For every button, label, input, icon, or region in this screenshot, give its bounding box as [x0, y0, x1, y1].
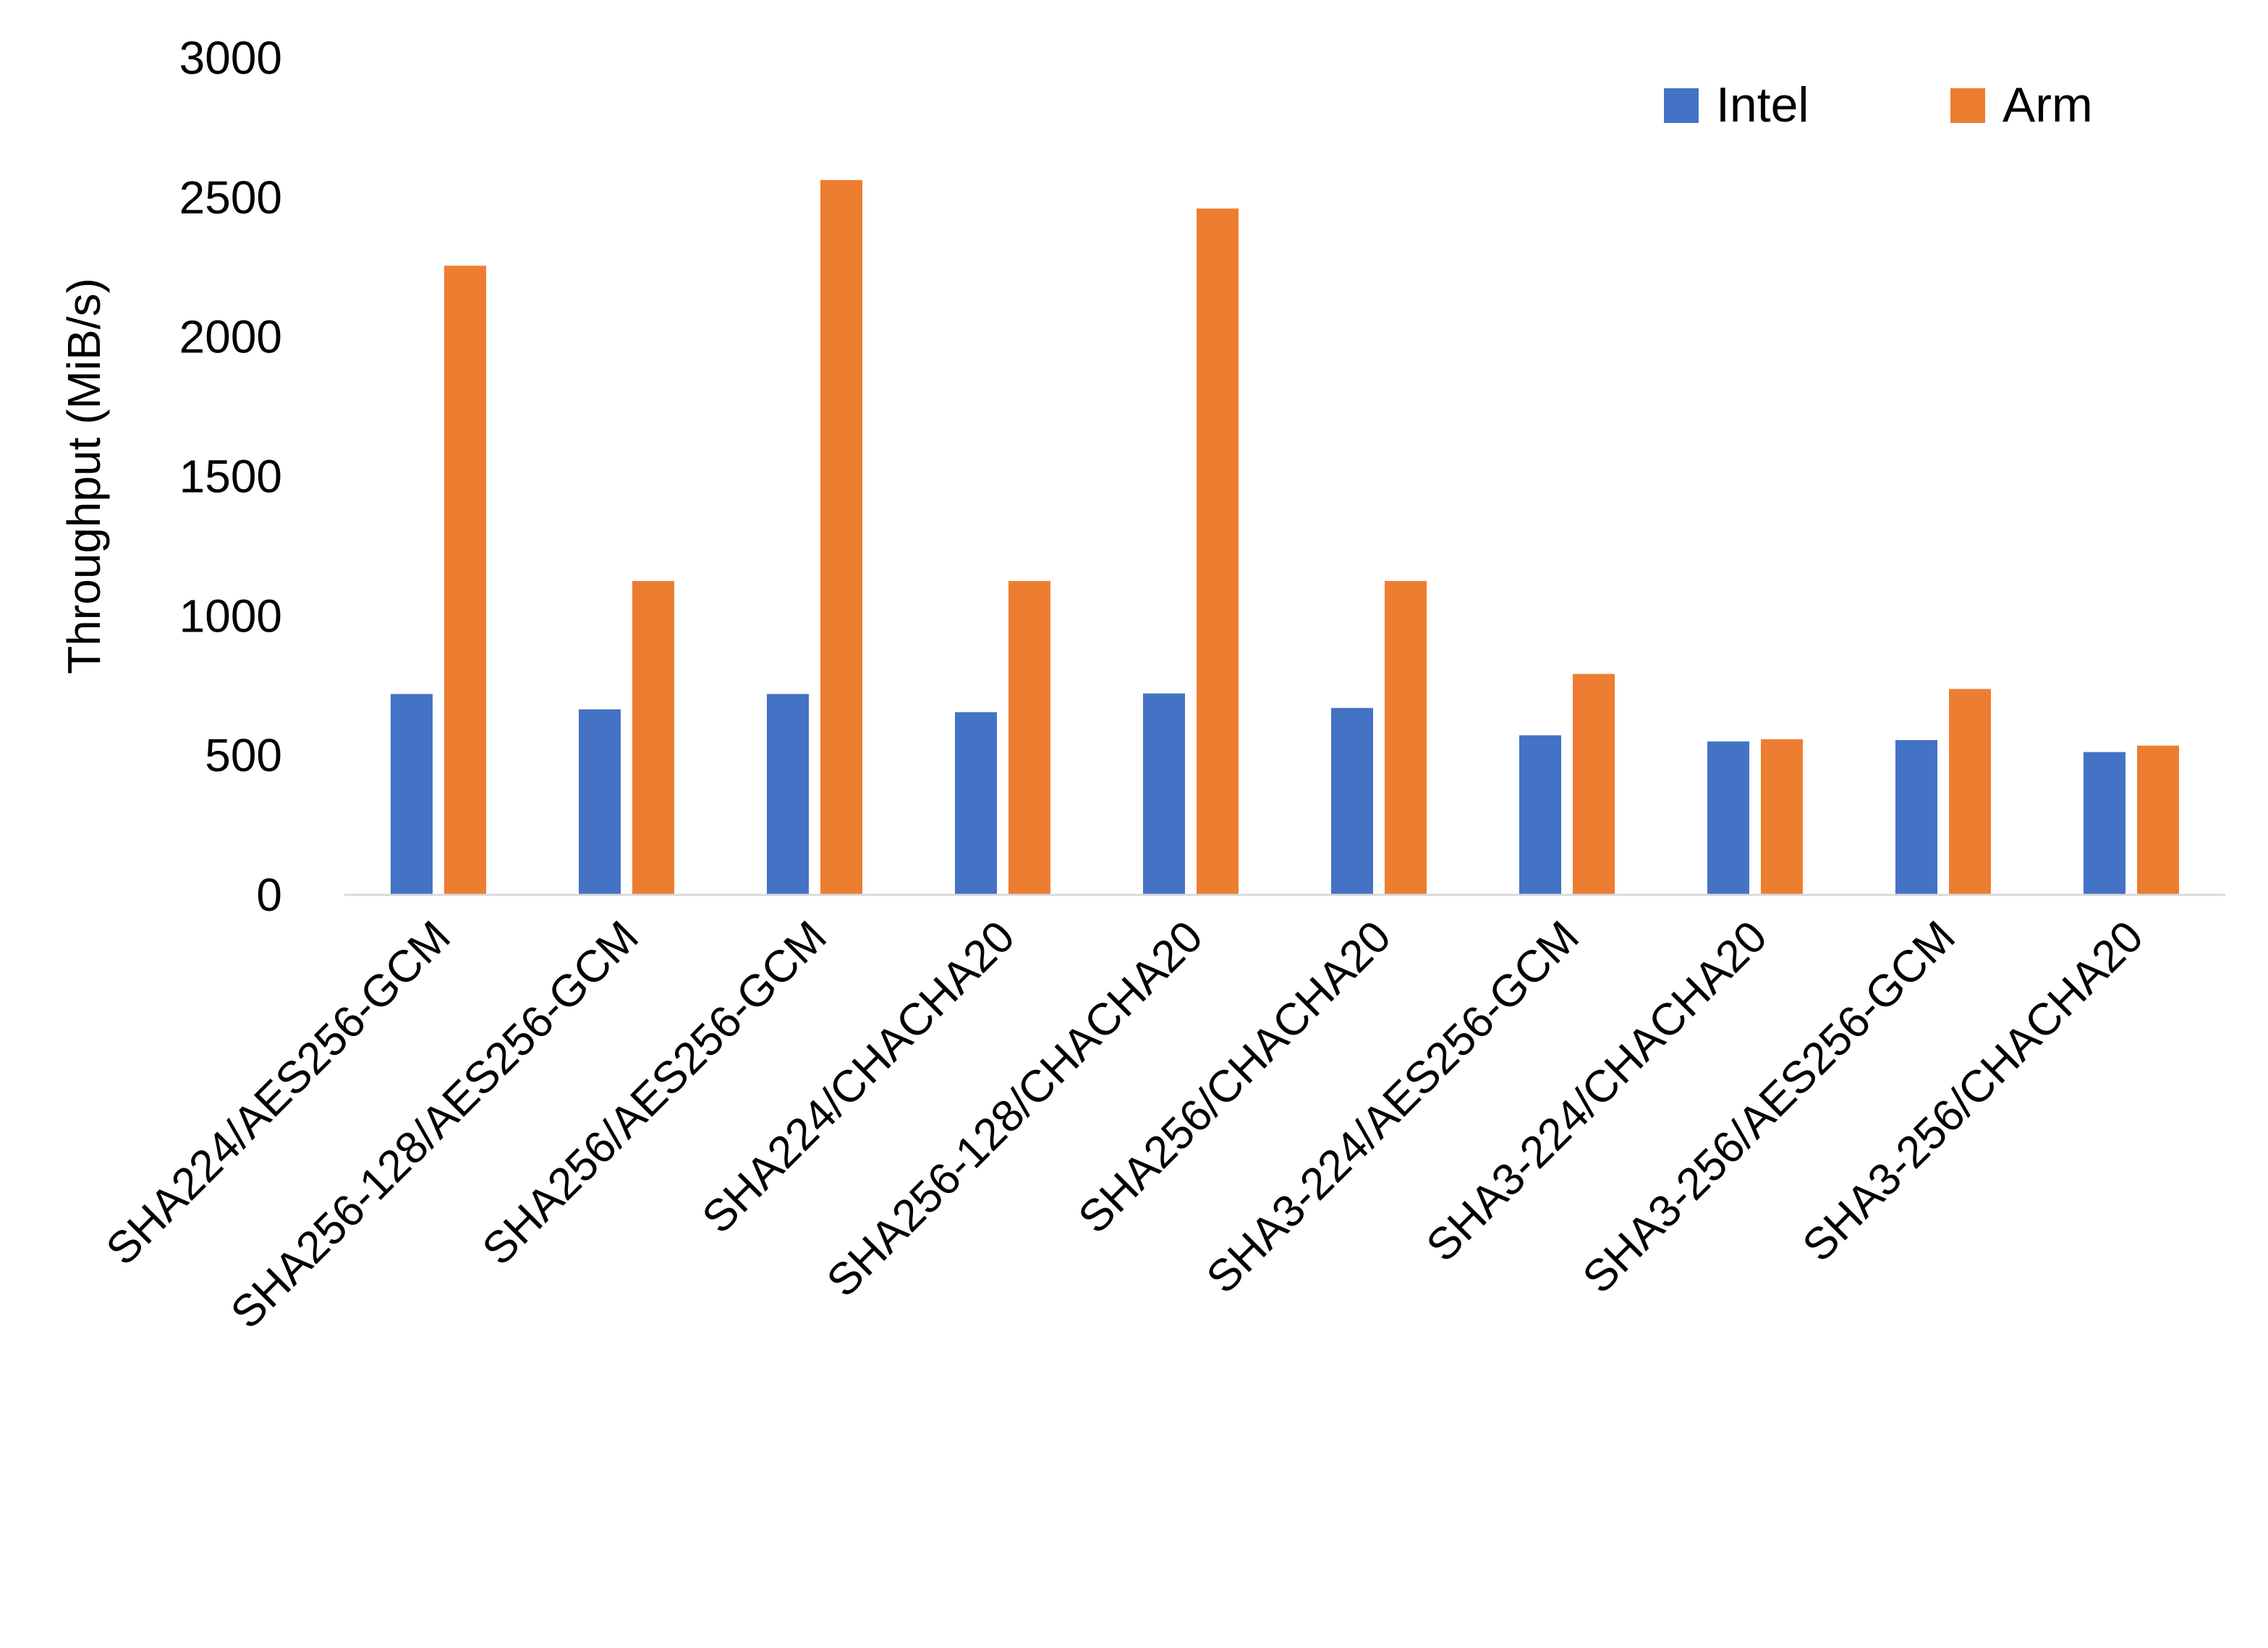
bar-intel	[1895, 739, 1937, 895]
bar-arm	[1385, 581, 1427, 895]
legend-label-intel: Intel	[1716, 77, 1809, 132]
legend-label-arm: Arm	[2002, 77, 2093, 132]
bar-intel	[767, 694, 809, 895]
y-tick-label: 3000	[179, 32, 282, 84]
y-tick-label: 2500	[179, 171, 282, 224]
y-tick-label: 1000	[179, 590, 282, 642]
x-tick-label: SHA256/AES256-GCM	[473, 912, 836, 1275]
x-tick-label: SHA256/CHACHA20	[1069, 912, 1401, 1243]
bar-intel	[955, 712, 997, 895]
x-tick-label: SHA3-224/AES256-GCM	[1197, 912, 1589, 1303]
x-tick-label: SHA3-256/CHACHA20	[1793, 912, 2153, 1271]
bar-arm	[1197, 208, 1239, 895]
bar-arm	[1008, 581, 1050, 895]
y-axis-label: Throughput (MiB/s)	[58, 278, 110, 674]
bar-arm	[632, 581, 674, 895]
legend-swatch-intel	[1664, 88, 1699, 123]
y-tick-label: 0	[256, 869, 282, 921]
legend-swatch-arm	[1950, 88, 1985, 123]
bar-intel	[1707, 741, 1749, 895]
bar-intel	[1519, 735, 1561, 895]
bar-intel	[579, 709, 621, 895]
x-tick-label: SHA224/AES256-GCM	[97, 912, 460, 1275]
bar-intel	[1331, 708, 1373, 895]
y-tick-label: 1500	[179, 451, 282, 503]
y-tick-label: 500	[205, 729, 282, 781]
x-tick-label: SHA3-224/CHACHA20	[1417, 912, 1777, 1271]
bar-arm	[1573, 674, 1615, 895]
x-tick-label: SHA256-128/CHACHA20	[817, 912, 1212, 1307]
bar-arm	[2137, 745, 2179, 895]
bar-intel	[2084, 752, 2125, 895]
x-tick-label: SHA256-128/AES256-GCM	[221, 912, 648, 1338]
bar-arm	[1761, 739, 1803, 895]
bar-arm	[820, 179, 862, 895]
y-tick-label: 2000	[179, 311, 282, 363]
bar-arm	[1949, 689, 1991, 895]
bar-intel	[391, 694, 433, 895]
x-tick-label: SHA3-256/AES256-GCM	[1573, 912, 1965, 1303]
bar-intel	[1143, 693, 1185, 895]
bar-arm	[444, 266, 486, 895]
x-tick-label: SHA224/CHACHA20	[693, 912, 1024, 1243]
